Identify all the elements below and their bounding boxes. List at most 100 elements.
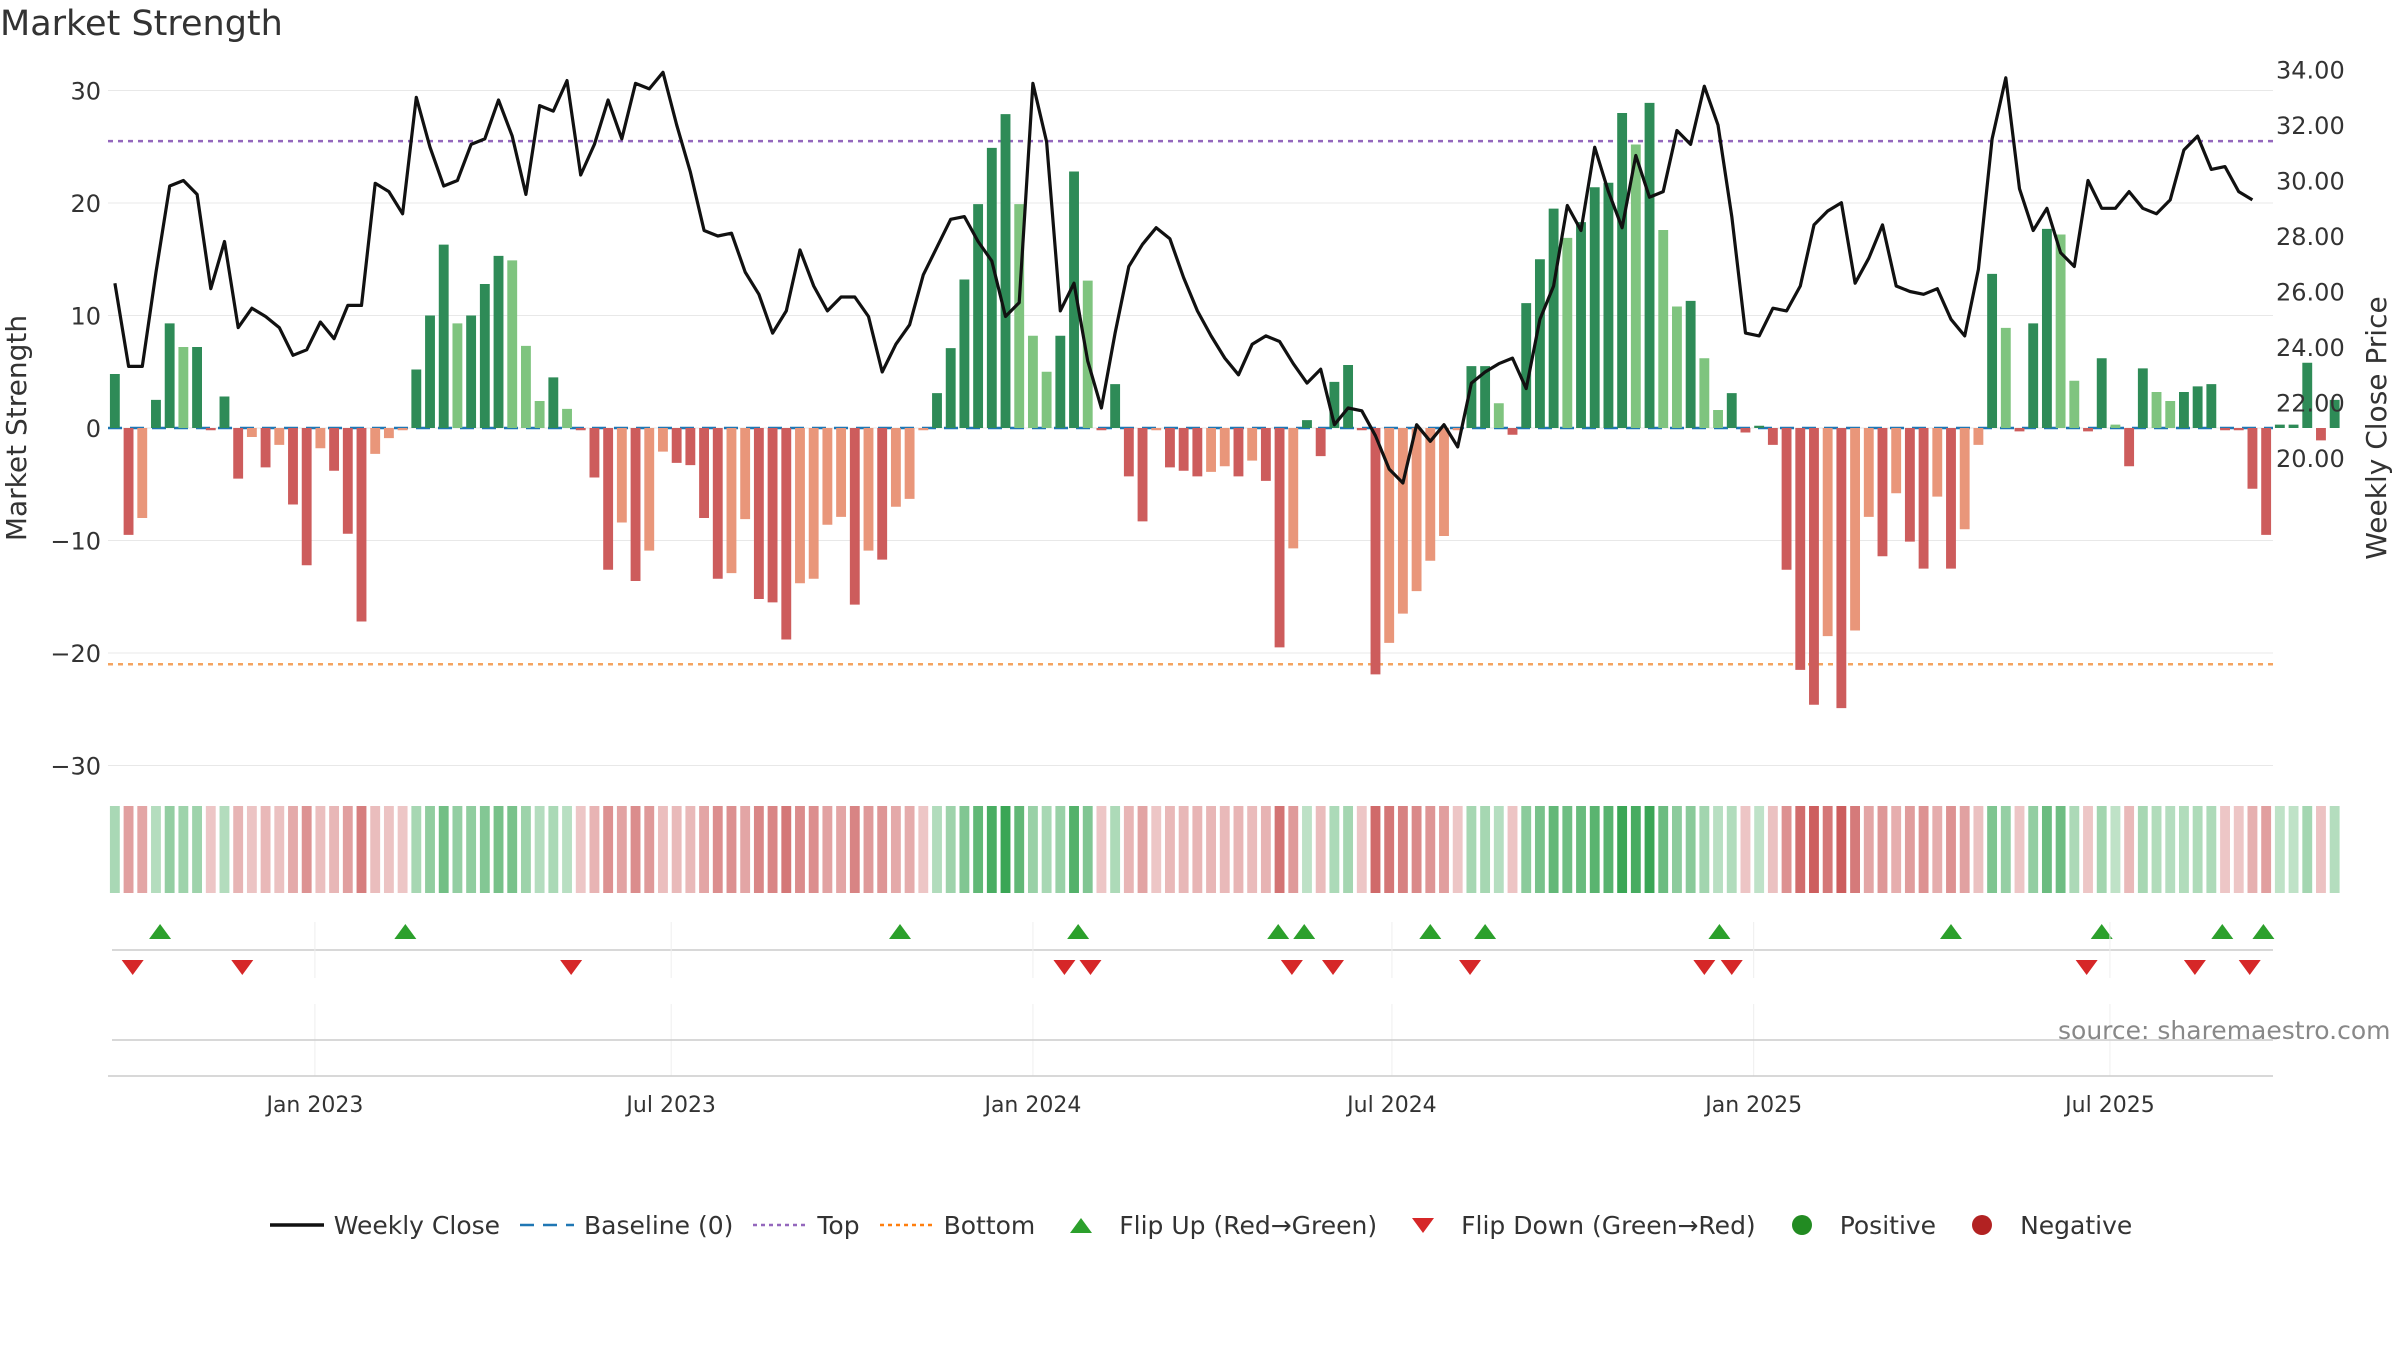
heat-cell [370,806,381,893]
heat-cell [986,806,997,893]
heat-cell [2220,806,2230,893]
heat-cell [2302,806,2313,893]
strength-bar [548,377,559,428]
strength-bar [219,396,230,428]
heat-cell [1630,806,1641,893]
flip-down-marker [560,960,583,975]
flip-down-marker [1280,960,1303,975]
legend-label: Weekly Close [333,1210,501,1240]
strength-bar [1247,428,1258,461]
heat-cell [795,806,805,893]
strength-bar [1397,428,1408,614]
strength-bar [1274,428,1285,648]
y2-tick-label: 28.00 [2276,223,2345,251]
flip-down-marker [2238,960,2261,975]
heat-cell [2137,806,2148,893]
heat-cell [274,806,285,893]
strength-bar [1836,428,1847,709]
x-tick-label: Jan 2024 [982,1093,1081,1118]
strength-bar [1329,381,1340,428]
heat-cell [219,806,230,893]
heat-cell [575,806,586,893]
heat-cell [534,806,545,893]
heat-cell [315,806,326,893]
heat-cell [1329,806,1340,893]
heat-cell [863,806,874,893]
legend-swatch [1972,1215,1993,1235]
strength-bar [1548,208,1559,428]
strength-bar [205,428,216,431]
heat-cell [1014,806,1025,893]
flip-down-marker [1079,960,1102,975]
strength-bar [616,428,627,523]
heat-cell [1452,806,1463,893]
strength-bar [1096,428,1107,431]
flip-up-marker [1419,924,1442,939]
strength-bar [192,347,202,428]
weekly-close-line [113,70,2254,485]
strength-bar [1027,335,1038,428]
heat-cell [1822,806,1833,893]
heat-cell [1891,806,1902,893]
strength-bar [1192,428,1203,477]
legend-label: Top [817,1210,860,1240]
heat-cell [740,806,751,893]
flip-up-marker [2252,924,2275,939]
heat-cell [1809,806,1819,893]
flip-up-marker [1293,924,1316,939]
heat-cell [1507,806,1518,893]
strength-bar [260,428,271,468]
strength-bar [1781,428,1792,570]
heat-cell [589,806,600,893]
heat-cell [1767,806,1778,893]
y2-tick-label: 22.00 [2276,390,2345,418]
flip-up-marker [2090,924,2113,939]
heat-cell [1302,806,1312,893]
heat-cell [904,806,915,893]
heat-cell [1576,806,1586,893]
heat-cell [1699,806,1710,893]
heat-cell [1027,806,1038,893]
heat-cell [548,806,559,893]
strength-bar [849,428,860,605]
source-credit: source: sharemaestro.com [2058,1016,2391,1045]
strength-bar [1822,428,1833,637]
legend-label: Baseline (0) [584,1210,734,1240]
y-tick-label: −20 [50,640,101,668]
strength-bar [1521,303,1532,428]
heat-cell [411,806,422,893]
strength-bar [2041,228,2052,428]
heat-cell [1219,806,1230,893]
heat-cell [1932,806,1943,893]
heat-cell [151,806,161,893]
strength-bar [1713,410,1723,428]
heat-cell [1658,806,1669,893]
heat-cell [2165,806,2176,893]
strength-bar [1562,237,1573,428]
strength-bar [1041,371,1052,428]
strength-bar [1466,366,1477,428]
heat-cell [1082,806,1093,893]
strength-bar [2233,428,2244,431]
strength-bar [932,393,942,428]
heat-cell [2247,806,2258,893]
strength-bar [726,428,737,574]
x-tick-label: Jul 2025 [2063,1093,2155,1118]
strength-bar [2028,323,2039,428]
strength-bar [1658,230,1669,428]
strength-bar [2179,392,2189,428]
heat-cell [246,806,257,893]
heat-cell [2110,806,2121,893]
strength-bar [425,315,435,428]
strength-bar [1877,428,1888,557]
strength-bar [904,428,915,499]
strength-bar [2124,428,2135,467]
heat-cell [342,806,353,893]
heat-cell [753,806,764,893]
heat-cell [1000,806,1011,893]
strength-bar [1069,171,1079,428]
heat-cell [1973,806,1984,893]
strength-bar [1452,428,1463,431]
strength-bar [1137,428,1148,522]
strength-bar [2137,368,2148,428]
